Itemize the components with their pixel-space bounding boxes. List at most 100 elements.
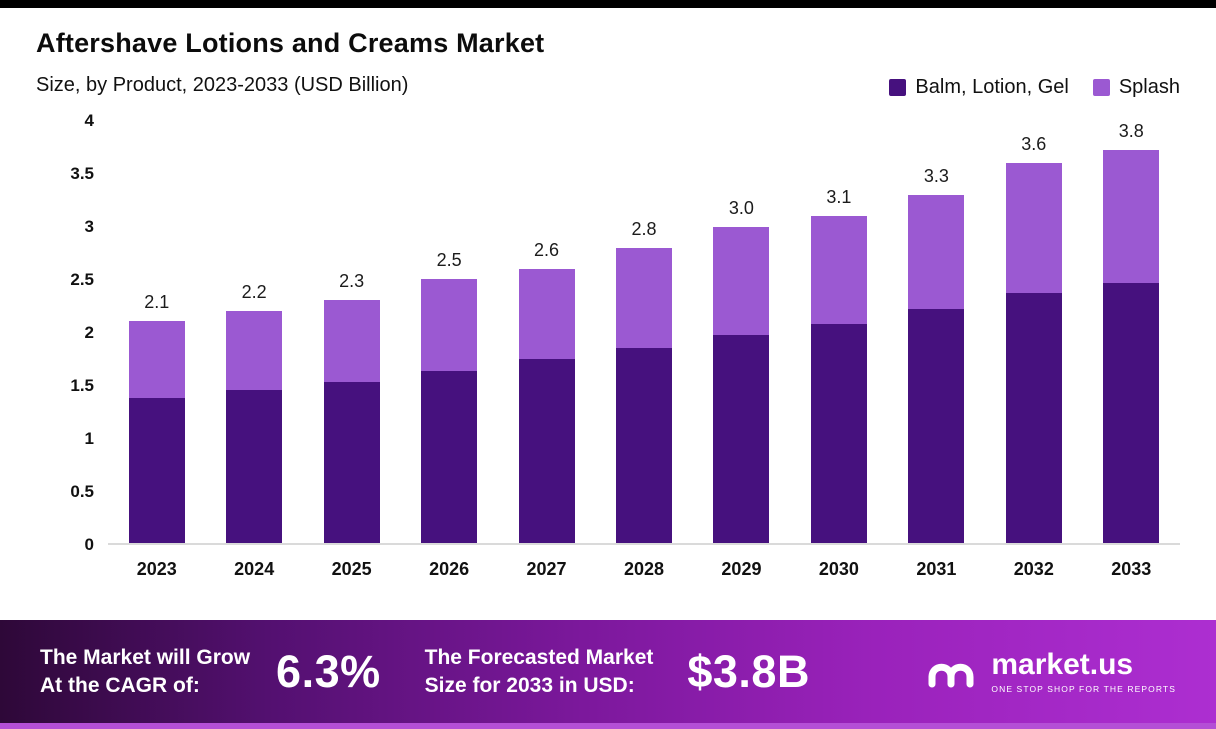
bar-segment-balm bbox=[518, 359, 575, 543]
bar-segment-balm bbox=[421, 371, 478, 543]
cagr-label: The Market will Grow At the CAGR of: bbox=[40, 644, 250, 699]
x-axis-label: 2030 bbox=[818, 559, 859, 579]
x-axis-label: 2026 bbox=[429, 559, 470, 579]
bar bbox=[421, 279, 478, 543]
bar-segment-splash bbox=[421, 279, 478, 372]
bar bbox=[810, 215, 867, 543]
bar-value-label: 2.6 bbox=[534, 239, 560, 260]
bar-group: 3.3 bbox=[888, 121, 985, 543]
y-tick-label: 0 bbox=[84, 535, 94, 554]
bar-group: 2.8 bbox=[595, 121, 692, 543]
bar-segment-splash bbox=[1005, 163, 1062, 293]
bar-value-label: 2.3 bbox=[339, 271, 365, 292]
x-axis-label: 2029 bbox=[721, 559, 762, 579]
bar-segment-splash bbox=[1103, 150, 1160, 284]
bar-segment-balm bbox=[908, 308, 965, 543]
y-tick-label: 3 bbox=[84, 217, 94, 236]
x-axis-label: 2024 bbox=[234, 559, 275, 579]
chart-header: Aftershave Lotions and Creams Market Siz… bbox=[36, 28, 1180, 99]
legend-label: Balm, Lotion, Gel bbox=[915, 76, 1069, 98]
bar bbox=[1103, 150, 1160, 543]
bar bbox=[128, 321, 185, 543]
x-axis-label: 2033 bbox=[1111, 559, 1152, 579]
bar-segment-splash bbox=[615, 247, 672, 348]
legend-item: Balm, Lotion, Gel bbox=[889, 76, 1069, 99]
plot-area: 2.1 2.2 2.3 2.5 2.6 2.8 3.0 3.1 3.3 3.6 3.8 bbox=[108, 121, 1180, 545]
bar-segment-splash bbox=[226, 310, 283, 391]
bar-segment-splash bbox=[713, 226, 770, 336]
brand-name: market.us bbox=[991, 647, 1134, 681]
bar-segment-balm bbox=[128, 398, 185, 543]
cagr-value: 6.3% bbox=[276, 645, 381, 697]
top-border-bar bbox=[0, 0, 1216, 8]
x-axis-label: 2032 bbox=[1013, 559, 1054, 579]
bar-segment-splash bbox=[323, 300, 380, 382]
bar bbox=[1005, 163, 1062, 543]
y-axis: 4 3.5 3 2.5 2 1.5 1 0.5 0 bbox=[36, 111, 108, 554]
bar-segment-balm bbox=[323, 381, 380, 543]
chart-titles: Aftershave Lotions and Creams Market Siz… bbox=[36, 28, 544, 97]
bar-value-label: 3.3 bbox=[923, 165, 949, 186]
x-axis-label: 2025 bbox=[331, 559, 372, 579]
bar-segment-splash bbox=[810, 215, 867, 324]
bar-group: 3.8 bbox=[1083, 121, 1180, 543]
bar-value-label: 2.5 bbox=[436, 250, 462, 271]
forecast-label: The Forecasted Market Size for 2033 in U… bbox=[425, 644, 654, 699]
bar-segment-balm bbox=[1005, 292, 1062, 543]
bar bbox=[615, 247, 672, 543]
chart-card: Aftershave Lotions and Creams Market Siz… bbox=[0, 8, 1216, 620]
bar-segment-splash bbox=[908, 194, 965, 309]
forecast-label-line1: The Forecasted Market bbox=[424, 646, 654, 670]
bar bbox=[713, 226, 770, 543]
forecast-value: $3.8B bbox=[687, 645, 810, 697]
y-tick-label: 1.5 bbox=[70, 376, 94, 395]
market-us-logo-icon bbox=[928, 663, 974, 687]
y-tick-label: 2.5 bbox=[70, 270, 94, 289]
x-axis-label: 2023 bbox=[136, 559, 177, 579]
bar-segment-balm bbox=[615, 347, 672, 543]
bar-segment-balm bbox=[226, 390, 283, 543]
legend-swatch-icon bbox=[1092, 79, 1110, 96]
y-tick-label: 4 bbox=[84, 111, 94, 130]
legend-swatch-icon bbox=[889, 79, 907, 96]
x-axis-label: 2028 bbox=[623, 559, 665, 579]
forecast-label-line2: Size for 2033 in USD: bbox=[424, 673, 635, 697]
bar-group: 2.5 bbox=[400, 121, 497, 543]
bar-value-label: 2.8 bbox=[631, 218, 657, 239]
bar-segment-balm bbox=[713, 335, 770, 543]
legend-item: Splash bbox=[1092, 76, 1180, 99]
bar-group: 2.3 bbox=[303, 121, 400, 543]
bar-group: 2.6 bbox=[498, 121, 595, 543]
bar-value-label: 3.1 bbox=[826, 186, 852, 207]
x-axis-label: 2027 bbox=[526, 559, 567, 579]
legend: Balm, Lotion, Gel Splash bbox=[889, 76, 1180, 99]
bar bbox=[908, 194, 965, 543]
legend-label: Splash bbox=[1118, 76, 1180, 98]
bar-group: 2.1 bbox=[108, 121, 205, 543]
cagr-label-line1: The Market will Grow bbox=[40, 646, 251, 670]
bar-segment-splash bbox=[518, 268, 575, 360]
bar-group: 3.1 bbox=[790, 121, 887, 543]
brand-block: market.us ONE STOP SHOP FOR THE REPORTS bbox=[925, 647, 1176, 694]
bar-segment-balm bbox=[1103, 283, 1160, 543]
y-tick-label: 0.5 bbox=[70, 482, 94, 501]
bar-group: 3.6 bbox=[985, 121, 1082, 543]
x-axis: 2023 2024 2025 2026 2027 2028 2029 2030 2031 2032… bbox=[108, 545, 1180, 580]
brand-text: market.us ONE STOP SHOP FOR THE REPORTS bbox=[991, 647, 1176, 694]
chart-subtitle: Size, by Product, 2023-2033 (USD Billion… bbox=[36, 74, 409, 96]
bar-value-label: 2.2 bbox=[241, 281, 267, 302]
cagr-label-line2: At the CAGR of: bbox=[40, 673, 200, 697]
page-title: Aftershave Lotions and Creams Market bbox=[36, 28, 545, 58]
y-tick-label: 3.5 bbox=[70, 164, 94, 183]
bar-value-label: 3.8 bbox=[1118, 121, 1144, 141]
bar-value-label: 3.0 bbox=[728, 197, 754, 218]
bar bbox=[323, 300, 380, 543]
y-tick-label: 2 bbox=[84, 323, 94, 342]
bar-value-label: 3.6 bbox=[1021, 134, 1047, 155]
bar-segment-balm bbox=[810, 323, 867, 543]
bar bbox=[518, 268, 575, 543]
bar-group: 2.2 bbox=[205, 121, 302, 543]
bar bbox=[226, 310, 283, 543]
x-axis-label: 2031 bbox=[916, 559, 957, 579]
bar-segment-splash bbox=[128, 321, 185, 399]
